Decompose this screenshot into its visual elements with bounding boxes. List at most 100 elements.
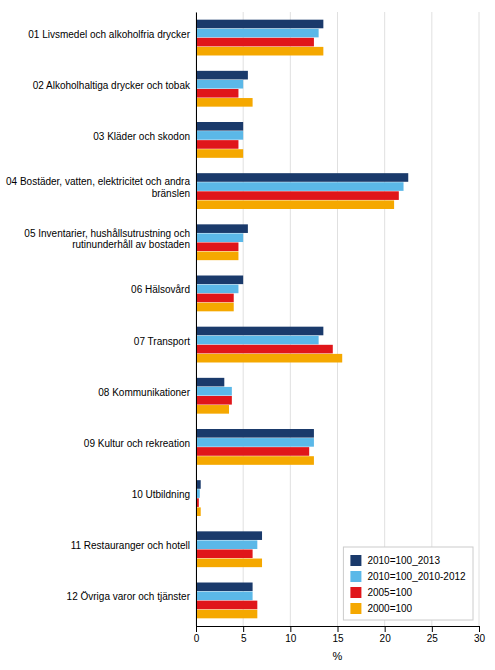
tick: 05 Inventarier, hushållsutrustning ochru…: [24, 228, 190, 251]
grid-line: [479, 12, 480, 626]
tick-label: 0: [194, 633, 200, 644]
axis-line: [197, 627, 480, 633]
tick-label: 15: [332, 633, 344, 644]
legend-swatch: [350, 571, 361, 582]
bar: [196, 294, 234, 303]
series: [196, 47, 394, 618]
bars: [196, 20, 408, 619]
tick-label: 09 Kultur och rekreation: [84, 438, 190, 449]
tick: 5: [241, 626, 247, 644]
series: [196, 29, 404, 600]
tick: 02 Alkoholhaltiga drycker och tobak: [33, 80, 191, 91]
legend-swatch: [350, 555, 361, 566]
tick-label: 03 Kläder och skodon: [93, 131, 190, 142]
bar: [196, 252, 238, 261]
tick-label: 05 Inventarier, hushållsutrustning ochru…: [24, 228, 190, 251]
bar: [196, 224, 248, 233]
tick: 01 Livsmedel och alkoholfria drycker: [28, 29, 190, 40]
bar: [196, 610, 257, 619]
tick: 06 Hälsovård: [131, 284, 190, 295]
bar: [196, 429, 314, 438]
tick: 10: [285, 626, 297, 644]
bar: [196, 233, 243, 242]
bar: [196, 531, 262, 540]
legend-item: 2010=100_2013: [350, 555, 440, 566]
bar: [196, 276, 243, 285]
bar: [196, 38, 314, 47]
bar: [196, 592, 253, 601]
bar: [196, 354, 342, 363]
x-axis: 0 5 10 15 20 25 30: [194, 626, 486, 644]
tick: 30: [474, 626, 486, 644]
axis-line: [196, 13, 197, 627]
bar: [196, 396, 232, 405]
bar: [196, 89, 238, 98]
y-axis: 01 Livsmedel och alkoholfria drycker 02 A…: [6, 13, 197, 627]
plot: 0 5 10 15 20 25 30 01 Livsmedel och alkoholfria…: [6, 12, 485, 644]
bar: [196, 29, 319, 38]
grid-line: [337, 12, 338, 626]
bar: [196, 327, 323, 336]
bar: [196, 447, 309, 456]
tick-mark: [290, 626, 291, 632]
grid-line: [384, 12, 385, 626]
tick-mark: [243, 626, 244, 632]
chart: 0 5 10 15 20 25 30 01 Livsmedel och alkoholfria…: [0, 0, 495, 670]
tick-label: 04 Bostäder, vatten, elektricitet och an…: [6, 176, 190, 199]
grid-line: [196, 12, 197, 626]
tick: 0: [194, 626, 200, 644]
series: [196, 20, 408, 591]
tick: 15: [332, 626, 344, 644]
tick: 10 Utbildning: [132, 489, 190, 500]
grid-line: [431, 12, 432, 626]
tick-label: 08 Kommunikationer: [98, 387, 190, 398]
tick: 08 Kommunikationer: [98, 387, 190, 398]
legend-label: 2000=100: [367, 603, 412, 614]
bar: [196, 559, 262, 568]
tick-label: 01 Livsmedel och alkoholfria drycker: [28, 29, 190, 40]
bar: [196, 601, 257, 610]
tick: 11 Restauranger och hotell: [71, 540, 190, 551]
tick-label: 20: [380, 633, 392, 644]
legend-box: [343, 547, 473, 620]
legend-label: 2005=100: [367, 587, 412, 598]
tick-mark: [196, 626, 197, 632]
tick-label: 10: [285, 633, 297, 644]
tick-mark: [338, 626, 339, 632]
tick-label: 30: [474, 633, 486, 644]
bar: [196, 242, 238, 251]
tick: 03 Kläder och skodon: [93, 131, 190, 142]
bar: [196, 303, 234, 312]
bar: [196, 131, 243, 140]
legend-swatch: [350, 587, 361, 598]
bar: [196, 20, 323, 29]
legend-item: 2000=100: [350, 603, 412, 614]
tick-label: 02 Alkoholhaltiga drycker och tobak: [33, 80, 191, 91]
tick: 12 Övriga varor och tjänster: [67, 591, 191, 602]
tick: 09 Kultur och rekreation: [84, 438, 190, 449]
tick: 20: [380, 626, 392, 644]
bar: [196, 122, 243, 131]
tick-label: 06 Hälsovård: [131, 284, 190, 295]
bar: [196, 456, 314, 465]
grid-line: [290, 12, 291, 626]
bar: [196, 149, 243, 158]
bar: [196, 405, 229, 414]
x-axis-title: %: [333, 650, 343, 662]
tick-label: 07 Transport: [134, 336, 190, 347]
tick-label: 5: [241, 633, 247, 644]
bar: [196, 140, 238, 149]
legend-item: 2005=100: [350, 587, 412, 598]
bar: [196, 47, 323, 56]
tick: 04 Bostäder, vatten, elektricitet och an…: [6, 176, 190, 199]
tick-label: 25: [427, 633, 439, 644]
tick-mark: [385, 626, 386, 632]
bar: [196, 71, 248, 80]
bar: [196, 540, 257, 549]
legend-item: 2010=100_2010-2012: [350, 571, 466, 582]
tick: 25: [427, 626, 439, 644]
bar: [196, 182, 404, 191]
tick-label: 11 Restauranger och hotell: [71, 540, 190, 551]
legend: 2010=100_2013 2010=100_2010-2012 2005=100 2…: [343, 547, 473, 620]
legend-swatch: [350, 603, 361, 614]
